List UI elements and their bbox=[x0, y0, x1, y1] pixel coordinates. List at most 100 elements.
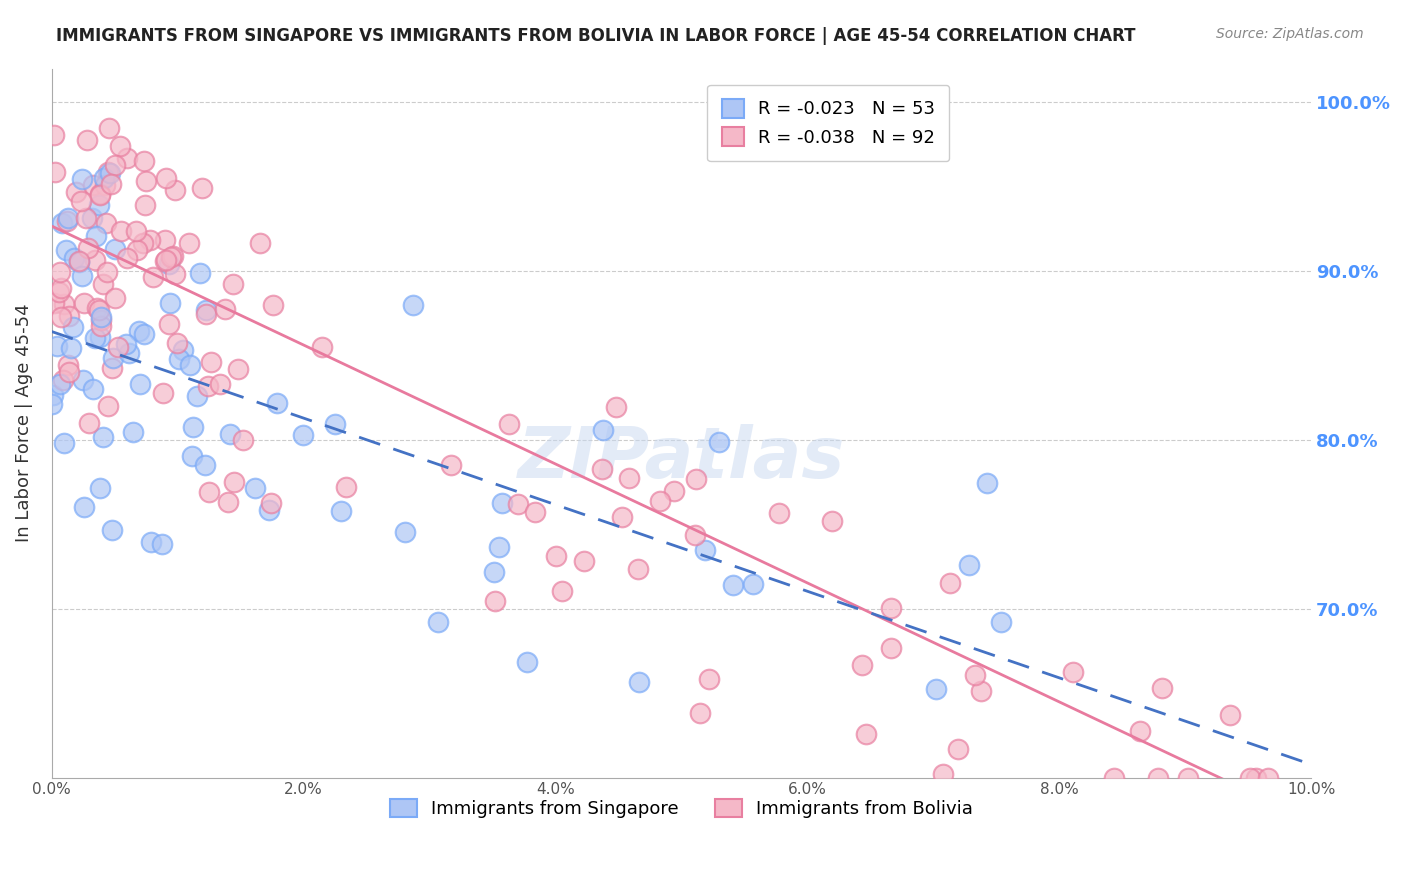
Immigrants from Bolivia bbox=[697, 672, 720, 686]
Immigrants from Bolivia bbox=[880, 640, 903, 655]
Immigrants from Bolivia bbox=[591, 462, 613, 476]
Immigrants from Singapore bbox=[957, 558, 980, 572]
Immigrants from Bolivia bbox=[574, 554, 596, 568]
Immigrants from Bolivia bbox=[91, 277, 114, 292]
Immigrants from Singapore bbox=[55, 243, 77, 257]
Immigrants from Bolivia bbox=[1219, 708, 1241, 723]
Immigrants from Bolivia bbox=[484, 594, 506, 608]
Point bbox=[59, 341, 82, 355]
Immigrants from Bolivia bbox=[650, 493, 672, 508]
Immigrants from Bolivia bbox=[155, 233, 177, 247]
Point bbox=[118, 346, 141, 360]
Immigrants from Bolivia bbox=[260, 496, 283, 510]
Immigrants from Bolivia bbox=[217, 495, 239, 509]
Immigrants from Singapore bbox=[150, 537, 173, 551]
Point bbox=[132, 236, 155, 251]
Point bbox=[49, 376, 72, 391]
Immigrants from Singapore bbox=[42, 388, 65, 402]
Immigrants from Singapore bbox=[87, 198, 110, 212]
Immigrants from Bolivia bbox=[610, 510, 633, 524]
Point bbox=[58, 365, 80, 379]
Immigrants from Bolivia bbox=[86, 301, 108, 315]
Point bbox=[104, 242, 127, 256]
Immigrants from Singapore bbox=[121, 425, 143, 440]
Immigrants from Singapore bbox=[180, 449, 202, 463]
Immigrants from Bolivia bbox=[117, 151, 139, 165]
Immigrants from Bolivia bbox=[100, 361, 122, 376]
Point bbox=[67, 253, 90, 268]
Immigrants from Bolivia bbox=[506, 498, 529, 512]
Point bbox=[90, 310, 112, 325]
Immigrants from Bolivia bbox=[89, 187, 111, 202]
Point bbox=[115, 337, 138, 351]
Point bbox=[110, 224, 132, 238]
Immigrants from Singapore bbox=[292, 427, 315, 442]
Immigrants from Bolivia bbox=[52, 296, 75, 310]
Point bbox=[84, 228, 107, 243]
Point bbox=[44, 165, 66, 179]
Immigrants from Bolivia bbox=[90, 318, 112, 333]
Immigrants from Bolivia bbox=[58, 309, 80, 323]
Immigrants from Bolivia bbox=[619, 471, 641, 485]
Immigrants from Singapore bbox=[742, 576, 765, 591]
Point bbox=[93, 170, 115, 185]
Point bbox=[155, 253, 177, 268]
Immigrants from Singapore bbox=[46, 338, 69, 352]
Point bbox=[82, 382, 104, 396]
Immigrants from Singapore bbox=[73, 500, 96, 515]
Immigrants from Bolivia bbox=[1128, 723, 1150, 738]
Point bbox=[135, 174, 157, 188]
Immigrants from Bolivia bbox=[1257, 771, 1279, 785]
Immigrants from Bolivia bbox=[162, 249, 184, 263]
Point bbox=[142, 270, 165, 285]
Point bbox=[104, 158, 127, 172]
Immigrants from Singapore bbox=[194, 458, 217, 472]
Immigrants from Bolivia bbox=[76, 133, 98, 147]
Point bbox=[98, 166, 121, 180]
Immigrants from Bolivia bbox=[249, 235, 271, 250]
Immigrants from Bolivia bbox=[880, 601, 903, 615]
Point bbox=[163, 267, 186, 281]
Immigrants from Bolivia bbox=[214, 302, 236, 317]
Immigrants from Singapore bbox=[990, 615, 1012, 629]
Point bbox=[67, 255, 90, 269]
Immigrants from Singapore bbox=[426, 615, 449, 629]
Point bbox=[108, 139, 131, 153]
Point bbox=[49, 265, 72, 279]
Point bbox=[89, 187, 111, 202]
Immigrants from Bolivia bbox=[226, 362, 249, 376]
Immigrants from Bolivia bbox=[52, 373, 75, 387]
Immigrants from Bolivia bbox=[152, 386, 174, 401]
Immigrants from Bolivia bbox=[546, 549, 568, 563]
Immigrants from Singapore bbox=[325, 417, 347, 431]
Point bbox=[129, 377, 152, 392]
Immigrants from Bolivia bbox=[689, 706, 711, 720]
Immigrants from Singapore bbox=[141, 534, 163, 549]
Immigrants from Bolivia bbox=[90, 312, 112, 326]
Immigrants from Bolivia bbox=[222, 475, 245, 489]
Immigrants from Bolivia bbox=[627, 562, 650, 576]
Immigrants from Bolivia bbox=[851, 658, 873, 673]
Point bbox=[69, 194, 91, 208]
Immigrants from Bolivia bbox=[134, 198, 156, 212]
Immigrants from Singapore bbox=[491, 495, 513, 509]
Immigrants from Singapore bbox=[41, 397, 63, 411]
Immigrants from Singapore bbox=[516, 655, 538, 669]
Point bbox=[127, 243, 149, 257]
Point bbox=[97, 120, 120, 135]
Immigrants from Bolivia bbox=[1177, 771, 1199, 785]
Point bbox=[51, 310, 73, 324]
Immigrants from Bolivia bbox=[605, 400, 627, 414]
Point bbox=[100, 178, 122, 192]
Immigrants from Singapore bbox=[51, 216, 73, 230]
Immigrants from Bolivia bbox=[222, 277, 245, 291]
Immigrants from Bolivia bbox=[194, 308, 217, 322]
Immigrants from Bolivia bbox=[82, 178, 104, 192]
Immigrants from Bolivia bbox=[94, 178, 117, 193]
Immigrants from Bolivia bbox=[855, 727, 877, 741]
Immigrants from Bolivia bbox=[153, 254, 176, 268]
Immigrants from Singapore bbox=[181, 419, 204, 434]
Point bbox=[103, 351, 125, 365]
Immigrants from Singapore bbox=[693, 543, 716, 558]
Immigrants from Bolivia bbox=[200, 355, 222, 369]
